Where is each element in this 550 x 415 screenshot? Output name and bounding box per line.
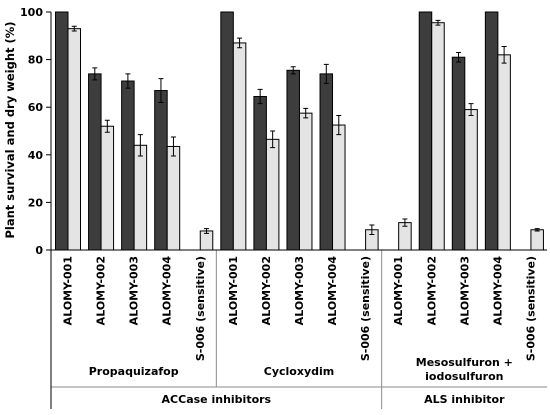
error-bar-dry-weight (137, 134, 143, 157)
error-bar-survival (125, 73, 131, 89)
error-bar-dry-weight (104, 119, 110, 133)
bar-survival (319, 73, 334, 251)
y-tick-label: 80 (28, 54, 44, 67)
error-bar-dry-weight (170, 136, 176, 157)
category-label: ALOMY-003 (293, 256, 306, 325)
bar-dry-weight (133, 144, 148, 251)
error-bar-dry-weight (71, 25, 77, 32)
category-label: ALOMY-002 (95, 256, 108, 325)
bar-dry-weight (464, 109, 478, 251)
bar-survival (451, 56, 466, 251)
bar-dry-weight (530, 229, 544, 251)
category-label: ALOMY-004 (161, 256, 174, 326)
category-label: S-006 (sensitive) (524, 256, 537, 361)
bar-dry-weight (100, 125, 115, 251)
bar-survival (55, 11, 69, 251)
bar-survival (418, 11, 433, 251)
category-frame (51, 250, 547, 409)
bar-survival (253, 95, 267, 251)
error-bar-dry-weight (369, 224, 375, 236)
group-label: Cycloxydim (264, 365, 334, 378)
category-label: ALOMY-002 (425, 256, 438, 325)
bar-survival (88, 73, 102, 251)
error-bar-dry-weight (270, 130, 276, 149)
error-bar-dry-weight (534, 228, 540, 232)
y-tick-label: 100 (20, 6, 43, 19)
error-bar-survival (257, 88, 263, 105)
bars-layer (55, 11, 544, 251)
bar-survival (484, 11, 499, 251)
category-label: ALOMY-001 (392, 256, 405, 325)
error-bar-dry-weight (402, 218, 408, 227)
bar-dry-weight (497, 54, 511, 251)
bar-survival (220, 11, 234, 251)
category-label: ALOMY-002 (260, 256, 273, 325)
bar-survival (154, 90, 168, 251)
y-tick-label: 0 (35, 244, 43, 257)
category-labels-layer: ALOMY-001 ALOMY-002 ALOMY-003 ALOMY-004 S-00… (62, 256, 538, 406)
category-label: S-006 (sensitive) (194, 256, 207, 361)
bar-dry-weight (431, 22, 445, 251)
bar-dry-weight (298, 112, 313, 251)
error-bar-survival (290, 66, 296, 75)
category-label: ALOMY-003 (128, 256, 141, 325)
error-bar-dry-weight (468, 103, 474, 117)
error-bar-survival (323, 63, 329, 84)
error-bar-dry-weight (501, 46, 507, 64)
bar-survival (121, 80, 135, 251)
y-axis-label: Plant survival and dry weight (%) (3, 21, 17, 238)
group-label: Propaquizafop (89, 365, 179, 378)
y-tick-label: 60 (28, 101, 44, 114)
category-label: ALOMY-003 (458, 256, 471, 325)
bar-dry-weight (398, 222, 412, 251)
y-axis-label-layer: Plant survival and dry weight (%) (3, 21, 17, 238)
bar-dry-weight (67, 28, 81, 251)
category-label: ALOMY-001 (227, 256, 240, 325)
error-bar-dry-weight (204, 228, 210, 234)
bar-dry-weight (166, 145, 181, 251)
category-label: ALOMY-004 (491, 256, 504, 326)
group-label: Mesosulfuron + (416, 356, 513, 369)
error-bar-dry-weight (435, 19, 441, 26)
bar-dry-weight (332, 124, 346, 251)
error-bar-survival (92, 67, 98, 81)
category-label: ALOMY-004 (326, 256, 339, 326)
bar-survival (286, 69, 300, 251)
error-bar-dry-weight (237, 37, 243, 49)
supergroup-label: ALS inhibitor (424, 393, 505, 406)
error-bar-survival (158, 78, 164, 103)
error-bar-survival (456, 51, 462, 63)
error-bar-dry-weight (336, 115, 342, 136)
axes-layer: 0 20 40 60 80 100 (20, 6, 547, 409)
supergroup-label: ACCase inhibitors (162, 393, 272, 406)
y-tick-label: 20 (28, 196, 44, 209)
category-label: ALOMY-001 (62, 256, 75, 325)
group-label: iodosulfuron (425, 370, 503, 383)
bar-dry-weight (265, 138, 280, 251)
bar-dry-weight (232, 42, 247, 251)
error-bar-dry-weight (303, 107, 309, 119)
y-tick-label: 40 (28, 149, 44, 162)
category-label: S-006 (sensitive) (359, 256, 372, 361)
